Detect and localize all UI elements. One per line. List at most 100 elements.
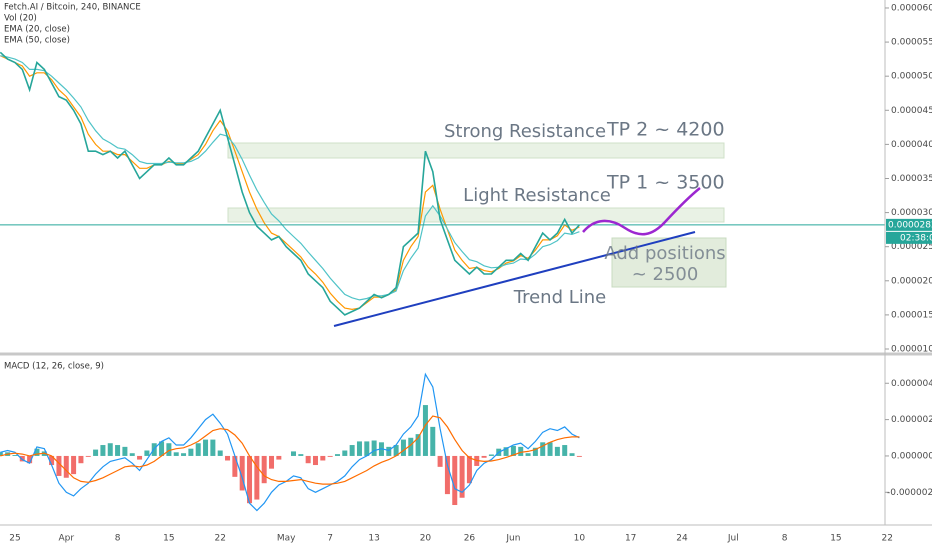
macd-histogram-bar [386, 446, 392, 456]
last-price-label: 0.00002820 [888, 220, 932, 230]
y-tick-label: 0.00003500 [891, 174, 932, 184]
macd-histogram-bar [459, 455, 465, 498]
macd-histogram-bar [400, 439, 406, 456]
macd-histogram-bar [342, 450, 348, 456]
macd-histogram-bar [269, 455, 275, 469]
macd-histogram-bar [63, 455, 69, 478]
macd-histogram-bar [137, 455, 143, 460]
macd-histogram-bar [115, 445, 121, 456]
y-tick-label: 0.00004000 [891, 140, 932, 150]
macd-histogram-bar [452, 455, 458, 506]
y-tick-label: 0.00003000 [891, 208, 932, 218]
macd-histogram-bar [291, 451, 296, 456]
annotation: Trend Line [513, 287, 607, 308]
y-tick-label: 0.00004500 [891, 106, 932, 116]
macd-histogram-bar [85, 455, 91, 457]
macd-histogram-bar [532, 447, 538, 456]
x-tick-label: Jul [727, 534, 739, 544]
macd-histogram-bar [78, 455, 84, 464]
y-tick-label: 0.00005500 [891, 38, 932, 48]
macd-histogram-bar [100, 445, 106, 456]
macd-histogram-bar [195, 443, 201, 456]
legend-entry: EMA (50, close) [4, 36, 70, 46]
macd-histogram-bar [93, 449, 99, 456]
x-tick-label: May [277, 534, 296, 544]
macd-histogram-bar [225, 455, 231, 461]
annotation: ~ 2500 [632, 264, 699, 285]
strong-resistance-zone [227, 142, 725, 159]
y-tick-label: 0.00001000 [891, 344, 932, 354]
macd-histogram-bar [298, 454, 304, 456]
macd-histogram-bar [371, 440, 377, 456]
macd-histogram-bar [327, 455, 333, 457]
macd-histogram-bar [0, 452, 3, 456]
macd-histogram-bar [107, 443, 113, 456]
macd-histogram-bar [203, 439, 209, 456]
macd-histogram-bar [129, 453, 135, 456]
macd-histogram-bar [547, 442, 553, 456]
y-tick-label: 0.00000400 [891, 379, 932, 389]
macd-histogram-bar [576, 455, 582, 457]
y-tick-label: 0.00002500 [891, 242, 932, 252]
x-tick-label: 10 [574, 534, 586, 544]
annotation: TP 1 ~ 3500 [606, 172, 725, 194]
annotation: Add positions [604, 243, 725, 264]
macd-histogram-bar [444, 455, 450, 495]
y-tick-label: 0.00000000 [891, 451, 932, 461]
trend-line [333, 231, 696, 327]
x-tick-label: 15 [830, 534, 841, 544]
macd-histogram-bar [430, 426, 436, 456]
macd-histogram-bar [166, 443, 172, 456]
axes: 0.00001000 0.00001500 0.00002000 0.00002500… [9, 3, 932, 544]
x-tick-label: 8 [782, 534, 788, 544]
annotation: Light Resistance [463, 185, 611, 206]
macd-histogram-bar [276, 455, 282, 460]
y-tick-label: 0.00001500 [891, 310, 932, 320]
macd-histogram-bar [232, 455, 238, 477]
annotation: Strong Resistance [444, 121, 606, 142]
last-price-box [886, 218, 932, 231]
macd-histogram-bar [415, 434, 421, 456]
indicator-label: Vol (20) [4, 14, 37, 24]
macd-histogram-bar [334, 454, 340, 456]
macd-histogram-bar [320, 455, 326, 461]
countdown-box [886, 231, 932, 244]
macd-histogram-bar [393, 445, 399, 456]
macd-histogram-bar [71, 455, 77, 475]
macd-histogram-bar [49, 455, 55, 466]
macd-histogram-bar [503, 447, 509, 456]
ema-line [0, 55, 580, 311]
x-tick-label: 7 [327, 534, 333, 544]
ema-line [0, 55, 580, 301]
x-tick-label: 22 [214, 534, 225, 544]
macd-histogram-bar [481, 455, 487, 458]
macd-histogram-bar [188, 448, 194, 456]
macd-title: MACD (12, 26, close, 9) [4, 362, 104, 372]
annotation: TP 2 ~ 4200 [606, 119, 725, 141]
macd-histogram-bar [562, 445, 568, 456]
x-tick-label: 8 [115, 534, 121, 544]
macd-histogram-bar [569, 453, 575, 456]
macd-histogram-bar [217, 450, 223, 456]
x-tick-label: 17 [625, 534, 636, 544]
macd-histogram-bar [408, 437, 414, 456]
symbol-title: Fetch.AI / Bitcoin, 240, BINANCE [4, 3, 141, 13]
macd-histogram-bar [27, 455, 33, 464]
macd-histogram-bar [239, 455, 245, 491]
y-tick-label: 0.00005000 [891, 72, 932, 82]
overlay: Strong Resistance TP 2 ~ 4200 Light Resi… [333, 119, 726, 327]
legend-entry: EMA (20, close) [4, 25, 70, 35]
macd-histogram-bar [422, 405, 428, 456]
macd-histogram-bar [12, 455, 18, 456]
macd-histogram-bar [19, 455, 25, 462]
macd-histogram-bar [437, 455, 443, 467]
macd-histogram-bar [510, 445, 516, 456]
drawings [227, 142, 727, 288]
y-tick-label: 0.00002000 [891, 276, 932, 286]
macd-histogram-bar [525, 453, 531, 456]
signal-line [0, 415, 580, 485]
macd-line [0, 372, 580, 512]
macd-histogram-bar [173, 452, 179, 456]
macd-histogram-bar [518, 446, 524, 456]
